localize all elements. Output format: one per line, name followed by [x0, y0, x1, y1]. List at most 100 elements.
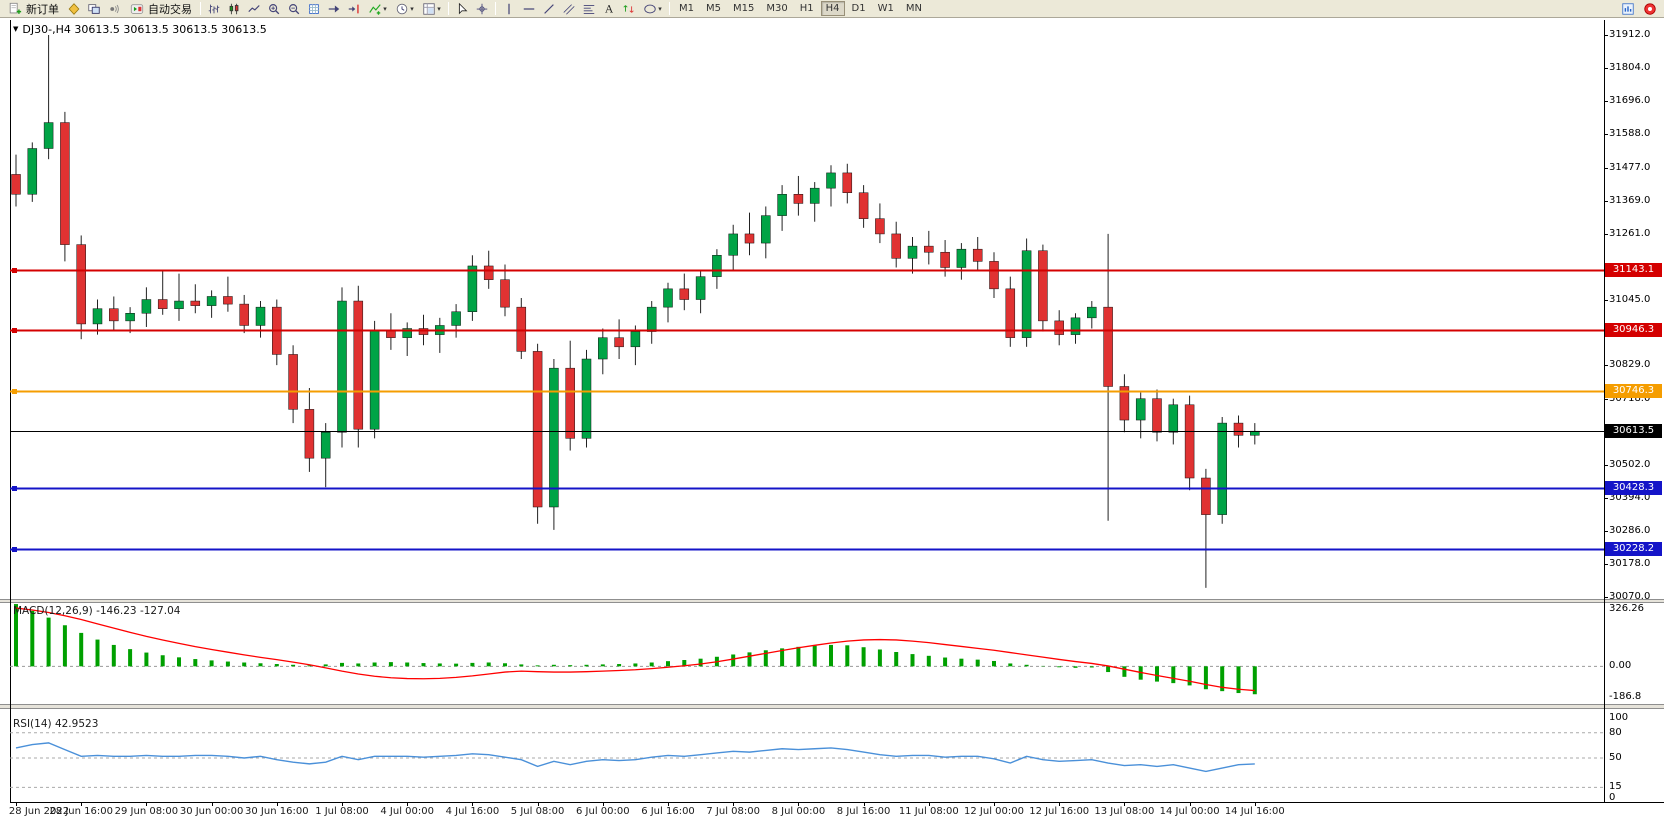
- candle: [630, 325, 641, 366]
- alert-icon[interactable]: [1640, 1, 1660, 17]
- candles-layer: [11, 35, 1260, 588]
- signal-icon[interactable]: [104, 1, 124, 17]
- candle: [60, 111, 70, 262]
- candle: [500, 264, 510, 317]
- vertical-line-icon[interactable]: [499, 1, 519, 17]
- candle: [174, 273, 184, 321]
- candle: [581, 349, 592, 448]
- candle: [1217, 416, 1227, 524]
- timeframe-m30[interactable]: M30: [761, 1, 792, 16]
- channel-icon[interactable]: [559, 1, 579, 17]
- candle: [1119, 374, 1130, 433]
- fibonacci-icon[interactable]: [579, 1, 599, 17]
- candle: [255, 301, 266, 338]
- chevron-down-icon: ▾: [410, 4, 414, 13]
- candle: [809, 182, 820, 222]
- chart-windows-icon[interactable]: [84, 1, 104, 17]
- candle: [125, 307, 135, 334]
- arrows-icon[interactable]: [619, 1, 639, 17]
- auto-scroll-icon[interactable]: [324, 1, 344, 17]
- timeframe-d1[interactable]: D1: [847, 1, 871, 16]
- macd-panel[interactable]: [10, 604, 1604, 695]
- toolbar-separator: [495, 2, 496, 15]
- diamond-icon[interactable]: [64, 1, 84, 17]
- toolbar-separator: [200, 2, 201, 15]
- candle: [337, 287, 347, 448]
- candle: [532, 343, 543, 524]
- candle: [516, 297, 527, 360]
- horizontal-line-icon[interactable]: [519, 1, 539, 17]
- line-chart-icon[interactable]: [244, 1, 264, 17]
- chart-frame: [10, 20, 1664, 803]
- shapes-dropdown[interactable]: ▾: [639, 1, 666, 17]
- candle: [288, 345, 298, 424]
- candle: [43, 35, 54, 160]
- auto-trading-button[interactable]: 自动交易: [124, 1, 197, 17]
- panel-splitters[interactable]: [0, 599, 1664, 709]
- hline-handle[interactable]: [12, 328, 17, 333]
- candle: [1054, 310, 1064, 346]
- candle: [369, 320, 380, 439]
- new-order-button[interactable]: 新订单: [2, 1, 64, 17]
- stats-icon[interactable]: [1618, 1, 1638, 17]
- hline-handle[interactable]: [12, 486, 17, 491]
- candle: [320, 423, 331, 488]
- candle: [1087, 301, 1097, 329]
- timeframe-m5[interactable]: M5: [701, 1, 726, 16]
- candle: [565, 340, 575, 451]
- candle: [451, 304, 461, 338]
- periods-dropdown[interactable]: ▾: [391, 1, 418, 17]
- rsi-line: [15, 742, 1255, 773]
- hlines-layer: [10, 268, 1604, 552]
- candle: [141, 287, 152, 327]
- timeframe-m1[interactable]: M1: [674, 1, 699, 16]
- candle: [777, 185, 787, 231]
- rsi-panel[interactable]: [10, 732, 1604, 788]
- macd-signal-line: [15, 607, 1255, 692]
- candle: [272, 299, 282, 366]
- crosshair-icon[interactable]: [472, 1, 492, 17]
- candle: [1005, 276, 1016, 347]
- candle: [304, 388, 315, 472]
- candle: [549, 359, 559, 530]
- new-order-button-label: 新订单: [26, 2, 59, 16]
- grid-icon[interactable]: [304, 1, 324, 17]
- timeframe-w1[interactable]: W1: [873, 1, 899, 16]
- text-icon[interactable]: A: [599, 1, 619, 17]
- trendline-icon[interactable]: [539, 1, 559, 17]
- timeframe-m15[interactable]: M15: [728, 1, 759, 16]
- candle: [386, 313, 396, 350]
- timeframe-h4[interactable]: H4: [820, 1, 845, 16]
- cursor-icon[interactable]: [452, 1, 472, 17]
- zoom-in-icon[interactable]: [264, 1, 284, 17]
- timeframe-h1[interactable]: H1: [795, 1, 819, 16]
- chart-shift-icon[interactable]: [344, 1, 364, 17]
- candle: [1135, 392, 1146, 439]
- candle: [646, 301, 657, 344]
- hline-handle[interactable]: [12, 547, 17, 552]
- candle: [1201, 468, 1211, 588]
- candle: [1152, 389, 1162, 442]
- zoom-out-icon[interactable]: [284, 1, 304, 17]
- candle: [826, 165, 836, 207]
- candle: [1168, 398, 1179, 445]
- candle: [239, 294, 249, 334]
- templates-dropdown[interactable]: ▾: [418, 1, 445, 17]
- candlestick-chart-icon[interactable]: [224, 1, 244, 17]
- bar-chart-icon[interactable]: [204, 1, 224, 17]
- toolbar-separator: [669, 2, 670, 15]
- timeframe-mn[interactable]: MN: [901, 1, 927, 16]
- toolbar-right-icons: [1618, 1, 1662, 17]
- hline-handle[interactable]: [12, 268, 17, 273]
- candle: [728, 224, 738, 271]
- indicators-dropdown[interactable]: ▾: [364, 1, 391, 17]
- chevron-down-icon: ▾: [437, 4, 441, 13]
- candle: [402, 322, 412, 356]
- candle: [858, 185, 869, 228]
- candle: [663, 282, 673, 323]
- candle: [1038, 244, 1048, 332]
- hline-handle[interactable]: [12, 389, 17, 394]
- candle: [467, 255, 478, 321]
- autotrading-icon: [129, 1, 145, 17]
